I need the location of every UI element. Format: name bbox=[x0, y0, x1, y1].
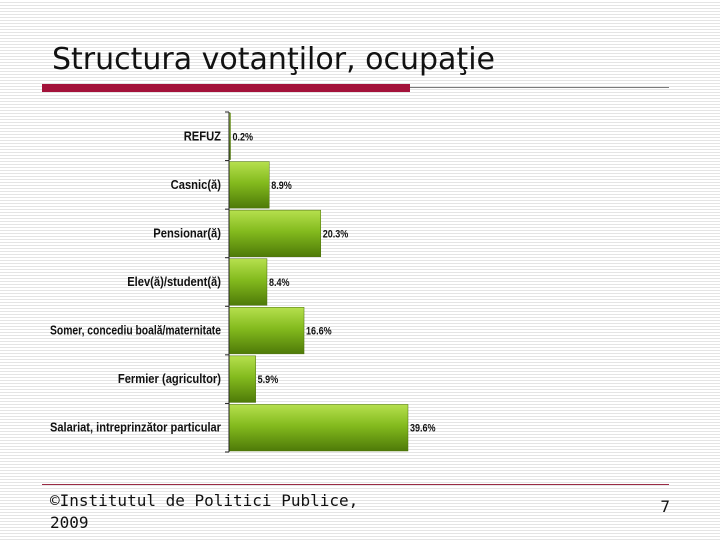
bar bbox=[228, 209, 322, 257]
slide-title: Structura votanţilor, ocupaţie bbox=[52, 42, 495, 77]
bar bbox=[228, 258, 268, 306]
category-label: Salariat, intreprinzător particular bbox=[50, 420, 221, 435]
bar bbox=[228, 161, 270, 209]
value-label: 20.3% bbox=[323, 228, 349, 240]
category-label: REFUZ bbox=[184, 128, 221, 143]
title-underline-accent bbox=[42, 84, 410, 92]
category-label: Fermier (agricultor) bbox=[118, 371, 221, 386]
footer-divider bbox=[42, 484, 669, 485]
value-label: 8.4% bbox=[269, 277, 290, 289]
category-label: Casnic(ă) bbox=[171, 177, 221, 192]
value-label: 16.6% bbox=[306, 326, 332, 338]
bar bbox=[228, 307, 305, 355]
value-labels: 0.2% 8.9% 20.3% 8.4% 16.6% 5.9% 39.6% bbox=[233, 131, 436, 434]
category-label: Pensionar(ă) bbox=[153, 225, 221, 240]
bar bbox=[228, 404, 409, 452]
page-number: 7 bbox=[660, 497, 670, 516]
title-underline-line bbox=[410, 87, 669, 88]
value-label: 8.9% bbox=[271, 180, 292, 192]
value-label: 0.2% bbox=[233, 131, 254, 143]
category-label: Elev(ă)/student(ă) bbox=[127, 274, 221, 289]
bar bbox=[228, 355, 256, 403]
title-underline bbox=[42, 84, 669, 92]
value-label: 39.6% bbox=[410, 423, 436, 435]
bars-layer bbox=[228, 112, 409, 452]
value-label: 5.9% bbox=[258, 374, 279, 386]
category-labels: REFUZ Casnic(ă) Pensionar(ă) Elev(ă)/studen… bbox=[50, 128, 221, 434]
category-label: Somer, concediu boală/maternitate bbox=[50, 323, 221, 338]
y-axis-ticks bbox=[225, 111, 229, 453]
footer-copyright: ©Institutul de Politici Publice, 2009 bbox=[50, 491, 359, 532]
